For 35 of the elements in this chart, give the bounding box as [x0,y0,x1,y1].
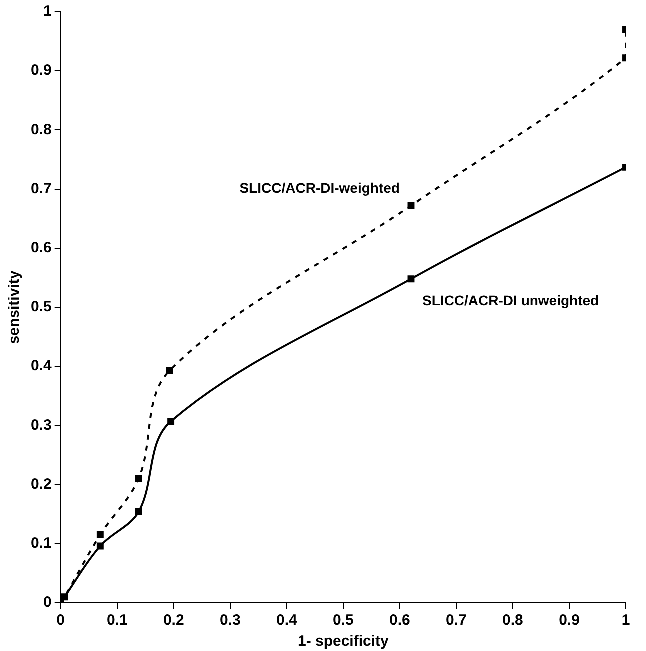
x-tick-label: 1 [622,612,630,630]
point [168,418,175,426]
y-tick-label: 0.1 [30,535,52,552]
x-tick-label: 0.4 [276,612,298,630]
y-tick-label: 0.8 [30,121,52,138]
point [166,367,174,374]
x-tick-label: 0 [56,612,66,630]
x-tick-label: 0.7 [446,612,467,630]
x-tick-label: 0.9 [559,612,580,630]
point [135,508,142,516]
x-tick-label: 0.3 [220,612,241,630]
y-tick-label: 0.3 [30,416,52,434]
x-tick-label: 0.6 [390,612,410,630]
y-tick-label: 0.9 [30,62,52,80]
y-tick-label: 1 [44,3,52,20]
x-tick-label: 0.8 [502,612,524,630]
point [96,542,104,550]
y-tick-label: 0.4 [30,358,52,375]
y-tick-label: 0.6 [30,240,52,257]
series-label: SLICC/ACR-DI-weighted [240,180,400,196]
y-axis-title: sensitivity [6,270,24,344]
y-tick-label: 0 [44,594,52,612]
x-tick-label: 0.5 [332,612,354,630]
x-tick-label: 0.2 [163,612,184,630]
y-tick-label: 0.7 [30,180,52,198]
point [61,594,68,601]
y-tick-label: 0.2 [30,476,52,493]
series-label: SLICC/ACR-DI unweighted [422,292,600,308]
point [408,276,415,283]
x-tick-label: 0.1 [106,612,128,630]
y-tick-label: 0.5 [30,298,52,316]
point [135,475,142,482]
point [96,532,104,539]
x-axis-title: 1- specificity [298,633,390,650]
point [408,202,415,210]
